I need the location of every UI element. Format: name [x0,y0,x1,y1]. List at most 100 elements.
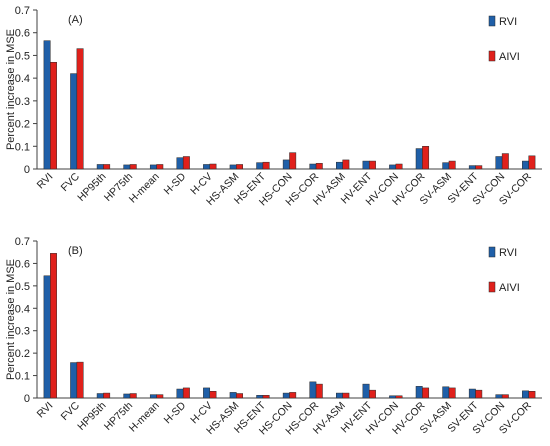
bar-aivi-sv-asm [448,387,456,399]
bar-aivi-sv-cor [528,155,536,170]
y-tick-label: 0 [24,164,30,176]
bar-rvi-hs-cor [309,381,317,399]
bar-aivi-hv-cor [422,146,430,170]
bar-rvi-fvc [70,362,78,399]
bar-aivi-hv-asm [342,159,350,170]
bar-rvi-hp95th [96,393,104,399]
legend-label-rvi: RVI [499,16,517,28]
bar-aivi-hv-asm [342,392,350,399]
bar-rvi-sv-cor [522,160,529,170]
bar-rvi-h-sd [176,157,184,170]
y-tick-label: 0.7 [15,236,30,248]
bar-rvi-hp75th [123,164,131,170]
bar-rvi-hs-con [282,392,290,399]
bar-aivi-hp75th [129,164,137,170]
bar-rvi-sv-cor [522,390,529,399]
panel-label: (A) [68,14,83,26]
bar-aivi-hp95th [103,164,111,170]
x-tick-label: H-mean [127,171,162,206]
panel-label: (B) [68,245,83,257]
x-tick-label: H-SD [162,170,189,197]
x-tick-label: H-mean [127,400,162,435]
y-tick-label: 0.4 [15,303,30,315]
x-tick-label: H-SD [162,399,189,426]
bar-aivi-h-mean [156,394,164,399]
bar-aivi-sv-ent [475,389,483,399]
legend-swatch-aivi [488,281,496,293]
bar-rvi-hs-ent [256,395,264,399]
x-tick-label: RVI [35,400,56,421]
legend-label-rvi: RVI [499,247,517,259]
bar-aivi-hs-ent [262,161,270,170]
y-tick-label: 0.5 [15,281,30,293]
y-tick-label: 0.5 [15,50,30,62]
bar-aivi-rvi [50,61,57,170]
y-tick-label: 0.2 [15,348,30,360]
y-tick-label: 0.3 [15,326,30,338]
bar-rvi-rvi [43,275,51,399]
bar-aivi-h-cv [209,391,217,399]
y-axis-label: Percent increase in MSE [5,29,17,150]
y-tick-label: 0.1 [15,371,30,383]
y-tick-label: 0.1 [15,141,30,153]
bar-aivi-sv-cor [528,391,536,399]
bar-aivi-hs-asm [236,393,243,399]
bar-aivi-hs-asm [236,164,243,170]
bar-rvi-hv-ent [362,383,370,399]
legend-swatch-rvi [488,246,496,258]
x-tick-label: FVC [59,170,83,194]
bar-aivi-hv-con [395,395,403,399]
bar-aivi-rvi [50,253,57,399]
bar-aivi-h-mean [156,164,164,170]
x-tick-label: HP95th [75,400,108,433]
bar-rvi-hs-ent [256,162,264,170]
chart-panel-2: 0 0.1 0.2 0.3 0.4 0.5 0.6 0.7 Percent increase i… [5,236,542,437]
bar-aivi-sv-con [501,394,509,399]
legend-label-aivi: AIVI [499,282,520,294]
bar-aivi-sv-con [501,153,509,170]
bar-rvi-hs-cor [309,163,317,170]
bar-rvi-sv-asm [442,162,450,170]
bar-rvi-hv-con [389,164,397,170]
bar-rvi-hv-con [389,395,397,399]
y-tick-label: 0.4 [15,73,30,85]
bar-rvi-sv-asm [442,386,450,399]
bar-aivi-hv-ent [368,389,376,399]
bar-rvi-hs-asm [229,392,237,399]
bar-rvi-fvc [70,73,78,170]
bar-aivi-sv-ent [475,165,483,170]
bar-rvi-hv-cor [415,386,423,399]
x-tick-label: HP95th [75,171,108,204]
y-tick-label: 0.7 [15,5,30,17]
bar-aivi-hs-cor [315,163,323,170]
bar-rvi-sv-con [495,394,503,399]
bar-rvi-hv-cor [415,148,423,170]
bar-aivi-fvc [76,48,84,170]
bar-aivi-hs-cor [315,383,323,399]
chart-panel-1: 0 0.1 0.2 0.3 0.4 0.5 0.6 0.7 Percent increase i… [5,5,542,208]
x-tick-label: FVC [59,399,83,423]
bar-rvi-hv-ent [362,160,370,170]
bar-rvi-h-cv [203,164,211,170]
bar-rvi-hs-asm [229,164,237,170]
bar-rvi-h-mean [149,394,157,399]
bar-rvi-h-sd [176,388,184,399]
bar-aivi-hp95th [103,392,111,399]
bar-rvi-rvi [43,40,51,170]
bar-aivi-hv-con [395,163,403,170]
bar-rvi-hp75th [123,393,131,399]
bar-aivi-h-cv [209,163,217,170]
bar-rvi-sv-con [495,156,503,170]
bar-rvi-h-mean [149,164,157,170]
bar-aivi-hs-ent [262,395,270,399]
legend-swatch-rvi [488,15,496,27]
bar-rvi-hv-asm [336,392,343,399]
bar-rvi-hp95th [96,164,104,170]
bar-aivi-fvc [76,361,84,399]
bar-aivi-h-sd [182,387,190,399]
y-tick-label: 0.6 [15,258,30,270]
legend-swatch-aivi [488,50,496,62]
bar-rvi-h-cv [203,387,211,399]
